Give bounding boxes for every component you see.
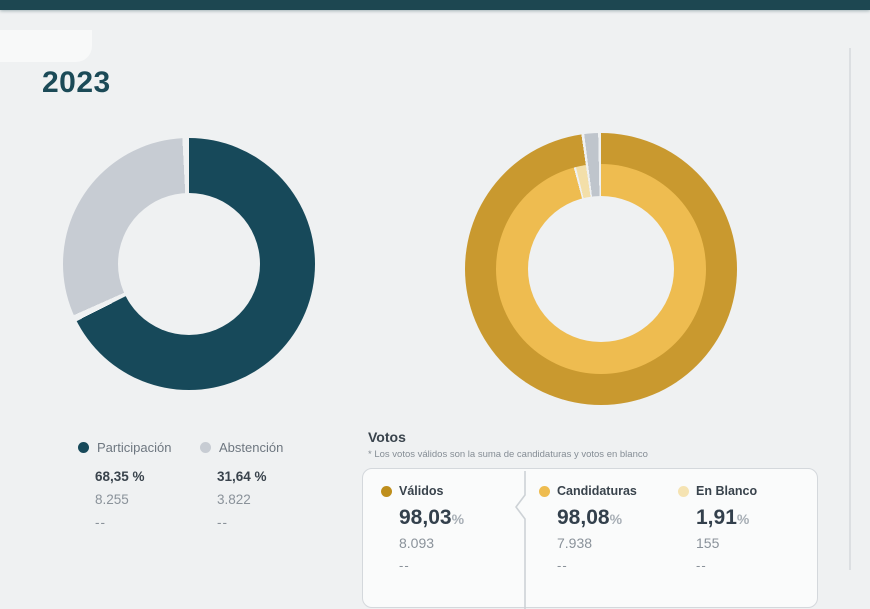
en-blanco-dot-icon bbox=[678, 485, 689, 497]
page-right-divider bbox=[849, 48, 851, 570]
stat-col-validos: Válidos 98,03% 8.093 -- bbox=[381, 484, 511, 573]
percent-value: 98,08 bbox=[557, 506, 610, 529]
en-blanco-percent: 1,91% bbox=[678, 506, 803, 530]
stat-label: En Blanco bbox=[696, 484, 758, 498]
percent-value: 98,03 bbox=[399, 506, 452, 529]
page-title-year: 2023 bbox=[42, 66, 111, 100]
percent-sign: % bbox=[609, 511, 623, 527]
abstencion-count: 3.822 bbox=[217, 492, 251, 507]
participacion-percent: 68,35 % bbox=[95, 469, 145, 484]
abstencion-dot-icon bbox=[200, 442, 211, 453]
en-blanco-extra: -- bbox=[696, 558, 707, 573]
stat-label: Válidos bbox=[399, 484, 444, 498]
validos-dot-icon bbox=[381, 485, 392, 497]
legend-item-abstencion[interactable]: Abstención bbox=[200, 440, 322, 455]
stat-head-candidaturas: Candidaturas bbox=[539, 484, 664, 498]
legend-item-participacion[interactable]: Participación bbox=[78, 440, 200, 455]
participation-donut-chart[interactable] bbox=[63, 138, 315, 390]
validos-percent: 98,03% bbox=[381, 506, 511, 530]
participacion-dot-icon bbox=[78, 442, 89, 453]
candidaturas-count: 7.938 bbox=[557, 535, 593, 551]
participacion-extra: -- bbox=[95, 515, 106, 530]
en-blanco-count: 155 bbox=[696, 535, 720, 551]
percent-sign: % bbox=[736, 511, 750, 527]
legend-label: Participación bbox=[97, 440, 172, 455]
abstencion-extra: -- bbox=[217, 515, 228, 530]
percent-value: 1,91 bbox=[696, 506, 737, 529]
candidaturas-dot-icon bbox=[539, 485, 550, 497]
panel-corner-highlight bbox=[0, 30, 92, 62]
valid-votes-brace-divider bbox=[515, 471, 526, 609]
stat-head-validos: Válidos bbox=[381, 484, 511, 498]
participacion-count: 8.255 bbox=[95, 492, 129, 507]
votes-donut-chart[interactable] bbox=[465, 133, 737, 405]
validos-extra: -- bbox=[399, 558, 410, 573]
abstencion-percent: 31,64 % bbox=[217, 469, 267, 484]
legend-label: Abstención bbox=[219, 440, 284, 455]
stat-col-en-blanco: En Blanco 1,91% 155 -- bbox=[678, 484, 803, 573]
candidaturas-extra: -- bbox=[557, 558, 568, 573]
stat-head-en-blanco: En Blanco bbox=[678, 484, 803, 498]
top-accent-bar bbox=[0, 0, 870, 10]
legend-col-abstencion: Abstención 31,64 % 3.822 -- bbox=[200, 440, 322, 530]
votes-summary-card: Válidos 98,03% 8.093 -- Candidaturas 98,… bbox=[362, 468, 818, 609]
stat-label: Candidaturas bbox=[557, 484, 637, 498]
percent-sign: % bbox=[451, 511, 465, 527]
stat-col-candidaturas: Candidaturas 98,08% 7.938 -- bbox=[539, 484, 664, 573]
participation-legend: Participación 68,35 % 8.255 -- Abstenció… bbox=[78, 440, 322, 530]
legend-col-participacion: Participación 68,35 % 8.255 -- bbox=[78, 440, 200, 530]
votes-section-note: * Los votos válidos son la suma de candi… bbox=[368, 449, 648, 460]
donut-hole bbox=[528, 196, 674, 342]
candidaturas-percent: 98,08% bbox=[539, 506, 664, 530]
donut-hole bbox=[118, 193, 260, 335]
votes-section-heading: Votos bbox=[368, 429, 406, 445]
validos-count: 8.093 bbox=[399, 535, 435, 551]
